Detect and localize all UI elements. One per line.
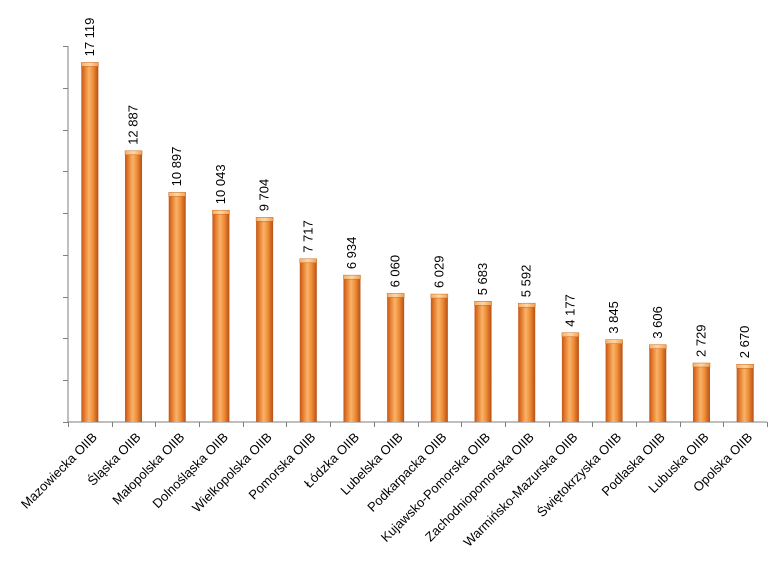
bar <box>561 332 580 422</box>
bar-body <box>518 305 536 422</box>
bar <box>474 301 492 422</box>
bar <box>168 192 186 422</box>
data-label: 12 887 <box>126 105 141 145</box>
data-label: 4 177 <box>562 294 577 327</box>
bar <box>605 339 623 422</box>
bar-top <box>343 274 361 280</box>
data-label: 17 119 <box>82 18 97 57</box>
data-label: 10 897 <box>169 147 184 187</box>
bar-top <box>255 217 274 222</box>
bar-body <box>343 277 361 422</box>
bar <box>692 362 711 422</box>
bar <box>649 344 667 422</box>
data-label: 6 934 <box>344 237 359 270</box>
data-label: 3 606 <box>650 306 665 339</box>
bars <box>81 62 754 423</box>
data-label: 6 060 <box>388 255 403 288</box>
category-label: Świętokrzyska OIIB <box>534 430 624 520</box>
bar <box>255 217 274 422</box>
bar-top <box>212 209 230 215</box>
bar <box>736 363 754 422</box>
bar-body <box>299 260 317 422</box>
bar-body <box>736 366 754 422</box>
bar-top <box>430 293 449 299</box>
bar-body <box>81 64 99 423</box>
data-label: 5 592 <box>519 265 534 298</box>
bar-top <box>561 332 580 337</box>
bar <box>343 274 361 422</box>
bar-top <box>736 363 754 369</box>
bar-top <box>81 62 99 67</box>
data-label: 5 683 <box>475 263 490 296</box>
category-label: Wielkopolska OIIB <box>189 430 275 516</box>
bar-top <box>168 192 186 197</box>
bar-top <box>124 150 143 156</box>
bar-body <box>430 296 448 422</box>
bar-top <box>474 301 492 306</box>
bar <box>124 150 143 423</box>
bar-body <box>168 194 186 422</box>
bar <box>81 62 99 423</box>
data-label: 6 029 <box>431 256 446 289</box>
category-label: Podkarpacka OIIB <box>364 430 449 515</box>
bar-top <box>386 293 405 298</box>
bar <box>430 293 449 422</box>
bar <box>386 293 405 422</box>
bar-body <box>256 219 274 422</box>
bar-body <box>605 341 623 422</box>
bar <box>299 258 318 422</box>
bar-body <box>561 334 579 422</box>
bar-top <box>692 362 711 368</box>
value-labels: 17 119 12 887 10 897 10 043 9 704 7 717 6 934 6… <box>82 18 752 359</box>
bar-body <box>125 152 143 423</box>
bar-top <box>605 339 623 344</box>
data-label: 2 729 <box>693 324 708 357</box>
data-label: 2 670 <box>737 326 752 359</box>
data-label: 3 845 <box>606 301 621 334</box>
bar-top <box>649 344 667 349</box>
bar-body <box>649 346 667 422</box>
bar-body <box>474 303 492 422</box>
bar-body <box>692 364 710 422</box>
data-label: 7 717 <box>300 220 315 253</box>
bar-body <box>212 212 230 422</box>
bar-body <box>387 295 405 422</box>
data-label: 10 043 <box>213 164 228 204</box>
bar-top <box>299 258 318 264</box>
category-label: Dolnośląska OIIB <box>149 430 231 512</box>
data-label: 9 704 <box>257 179 272 212</box>
bar-top <box>517 302 536 308</box>
bar <box>212 209 230 422</box>
category-label: Mazowiecka OIIB <box>18 430 100 512</box>
bar <box>517 302 536 422</box>
